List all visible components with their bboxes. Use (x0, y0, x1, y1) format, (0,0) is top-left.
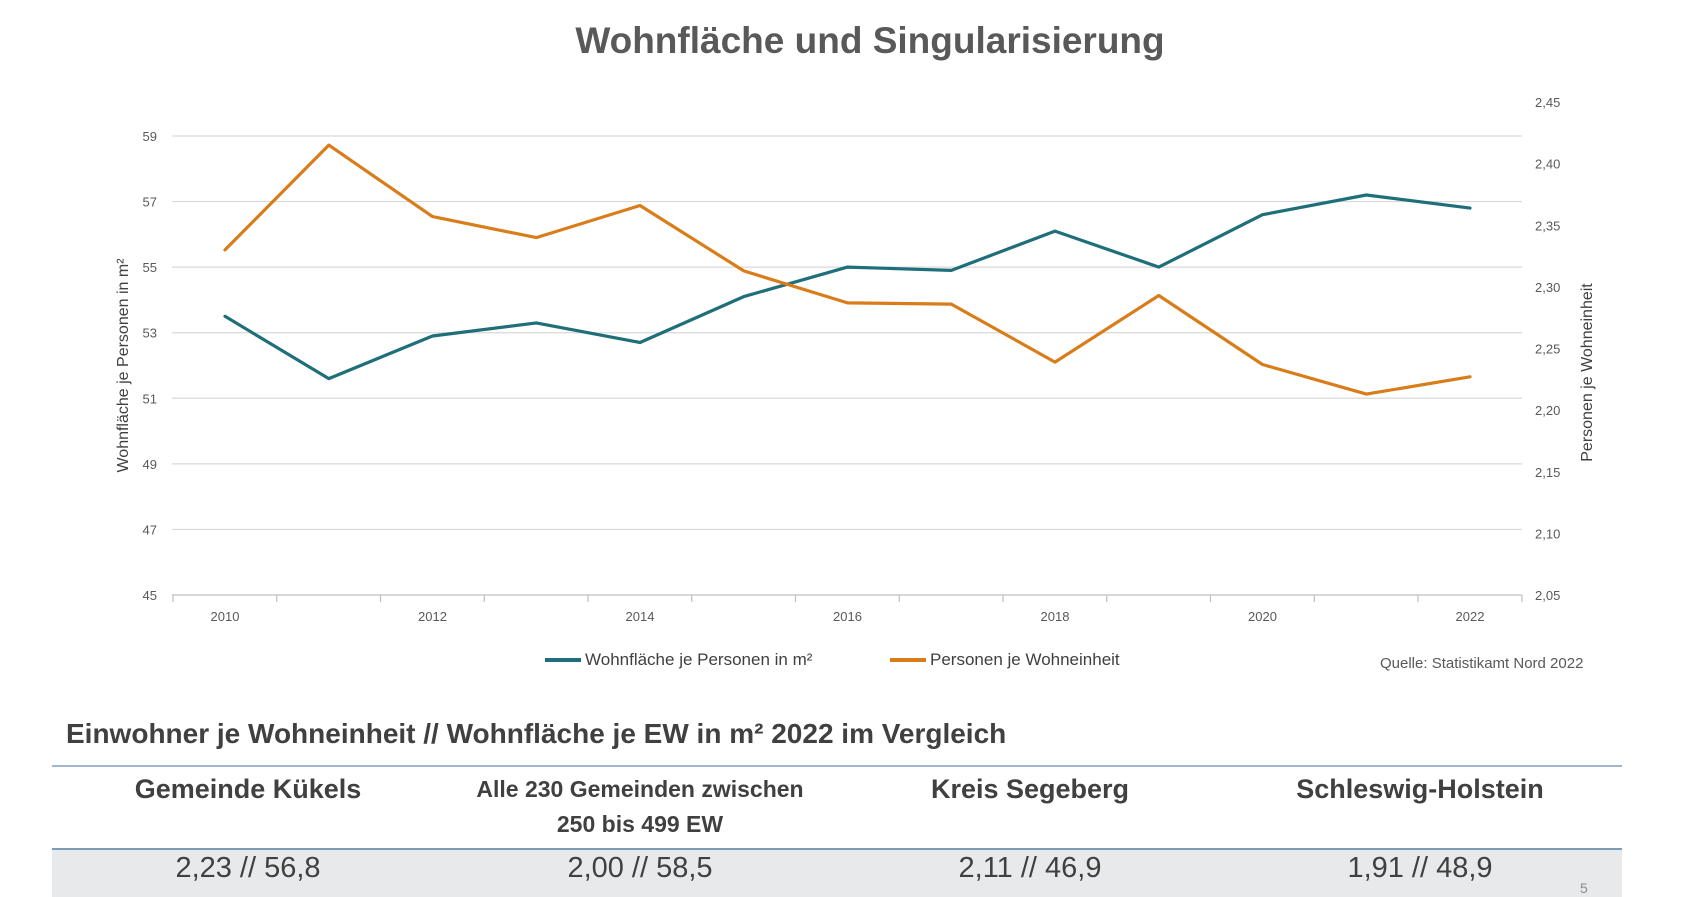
y2-tick-label: 2,05 (1535, 588, 1560, 603)
header-alle-gemeinden-line1: Alle 230 Gemeinden zwischen (476, 776, 804, 802)
header-alle-gemeinden: Alle 230 Gemeinden zwischen 250 bis 499 … (430, 772, 850, 842)
x-tick-label: 2020 (1248, 609, 1277, 624)
legend-swatch-orange (890, 658, 926, 662)
line-chart: 45 47 49 51 53 55 57 59 2,05 2,10 2,15 2,20 2,25 2,30… (115, 95, 1596, 624)
legend-swatch-teal (545, 658, 581, 662)
y-tick-label: 59 (143, 129, 157, 144)
header-gemeinde-kuekels: Gemeinde Kükels (134, 774, 362, 804)
x-tick-label: 2010 (211, 609, 240, 624)
value-alle-gemeinden: 2,00 // 58,5 (567, 852, 713, 884)
y2-tick-label: 2,40 (1535, 157, 1560, 172)
x-tick-label: 2016 (833, 609, 862, 624)
values-row (52, 848, 1622, 897)
value-gemeinde-kuekels: 2,23 // 56,8 (175, 852, 321, 884)
x-tick-label: 2014 (626, 609, 655, 624)
y-tick-label: 47 (143, 522, 157, 537)
y2-tick-label: 2,10 (1535, 526, 1560, 541)
y-tick-label: 51 (143, 391, 157, 406)
source-note: Quelle: Statistikamt Nord 2022 (1380, 655, 1584, 672)
series-line-wohnflaeche (223, 193, 1472, 381)
header-schleswig-holstein: Schleswig-Holstein (1296, 774, 1544, 804)
value-schleswig-holstein: 1,91 // 48,9 (1347, 852, 1493, 884)
value-kreis-segeberg: 2,11 // 46,9 (958, 852, 1102, 884)
x-tick-label: 2012 (418, 609, 447, 624)
series-line-personen (223, 143, 1472, 396)
y2-tick-label: 2,30 (1535, 280, 1560, 295)
y2-tick-label: 2,15 (1535, 465, 1560, 480)
y-tick-label: 45 (143, 588, 157, 603)
y-tick-label: 57 (143, 195, 157, 210)
legend-item-personen: Personen je Wohneinheit (890, 650, 1120, 670)
y-tick-label: 53 (143, 326, 157, 341)
y2-tick-label: 2,20 (1535, 403, 1560, 418)
y-tick-label: 49 (143, 457, 157, 472)
x-tick-label: 2022 (1456, 609, 1485, 624)
y2-tick-label: 2,45 (1535, 95, 1560, 110)
y2-axis-label: Personen je Wohneinheit (1579, 283, 1596, 462)
y2-tick-label: 2,35 (1535, 218, 1560, 233)
y2-tick-label: 2,25 (1535, 342, 1560, 357)
header-kreis-segeberg: Kreis Segeberg (930, 774, 1130, 804)
legend-label-personen: Personen je Wohneinheit (930, 650, 1120, 669)
page-number: 5 (1580, 880, 1588, 896)
chart-title: Wohnfläche und Singularisierung (575, 20, 1165, 61)
header-alle-gemeinden-line2: 250 bis 499 EW (556, 811, 724, 837)
legend-label-wohnflaeche: Wohnfläche je Personen in m² (585, 650, 813, 669)
table-top-rule (52, 765, 1622, 767)
legend-item-wohnflaeche: Wohnfläche je Personen in m² (545, 650, 812, 670)
y-axis-label: Wohnfläche je Personen in m² (115, 258, 132, 473)
x-tick-label: 2018 (1041, 609, 1070, 624)
y-tick-label: 55 (143, 260, 157, 275)
comparison-title: Einwohner je Wohneinheit // Wohnfläche j… (66, 718, 1007, 749)
